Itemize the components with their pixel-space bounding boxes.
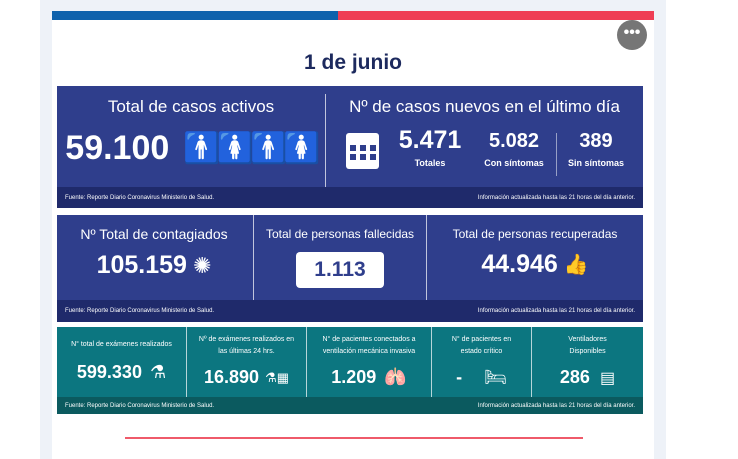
virus-icon: ✺ (192, 252, 212, 278)
flask-icon: ⚗ (149, 362, 167, 382)
updated-text: Información actualizada hasta las 21 hor… (477, 194, 635, 201)
ellipsis-icon: ••• (623, 24, 641, 41)
calendar-icon (346, 133, 379, 169)
exams-24h-value: 16.890 (204, 367, 260, 387)
panel-footer: Fuente: Reporte Diario Coronavirus Minis… (57, 300, 643, 322)
ventilators-value: 286 (559, 367, 590, 387)
panel-footer: Fuente: Reporte Diario Coronavirus Minis… (57, 397, 643, 414)
totals-panel: Nº Total de contagiados 105.159 ✺ Total d… (57, 215, 643, 322)
updated-text: Información actualizada hasta las 21 hor… (477, 308, 635, 314)
deaths-label: Total de personas fallecidas (265, 227, 415, 241)
critical-label: N° de pacientes en estado crítico (451, 336, 512, 355)
tests-panel: N° total de exámenes realizados 599.330 ⚗ … (57, 327, 643, 414)
ventilator-icon: ▤ (599, 369, 616, 387)
source-text: Fuente: Reporte Diario Coronavirus Minis… (65, 194, 215, 201)
symptomatic-label: Con síntomas (484, 158, 544, 168)
recovered-label: Total de personas recuperadas (452, 227, 618, 241)
new-cases-total: 5.471 (398, 126, 462, 154)
deaths-value: 1.113 (296, 252, 384, 288)
panel-footer: Fuente: Reporte Diario Coronavirus Minis… (57, 187, 643, 208)
people-icon: 🚹🚺🚹🚺 (183, 132, 320, 165)
source-text: Fuente: Reporte Diario Coronavirus Minis… (65, 308, 215, 314)
lungs-icon: 🫁 (384, 367, 407, 387)
infected-value: 105.159 (96, 251, 187, 279)
more-options-button[interactable]: ••• (617, 20, 647, 50)
active-cases-panel: Total de casos activos 59.100 🚹🚺🚹🚺 Nº de… (57, 86, 643, 208)
flask-calendar-icon: ⚗▦ (265, 369, 289, 385)
exams-total-label: N° total de exámenes realizados (71, 341, 172, 348)
asymptomatic-label: Sin síntomas (567, 158, 624, 168)
ventilators-label: Ventiladores Disponibles (568, 336, 607, 355)
red-stripe (338, 11, 654, 20)
active-cases-value: 59.100 (65, 129, 170, 167)
new-cases-label: Nº de casos nuevos en el último día (349, 97, 620, 116)
ventilated-label: N° de pacientes conectados a ventilación… (322, 336, 416, 355)
updated-text: Información actualizada hasta las 21 hor… (477, 402, 635, 409)
source-text: Fuente: Reporte Diario Coronavirus Minis… (65, 402, 215, 409)
exams-24h-label: Nº de exámenes realizados en las últimas… (198, 336, 295, 355)
critical-value: - (456, 367, 463, 387)
total-label: Totales (414, 158, 446, 168)
asymptomatic-value: 389 (579, 130, 613, 152)
exams-total-value: 599.330 (76, 362, 142, 382)
report-date: 1 de junio (303, 51, 402, 74)
hospital-bed-icon: 🛏 (484, 367, 507, 387)
ventilated-value: 1.209 (331, 367, 377, 387)
symptomatic-value: 5.082 (488, 130, 540, 152)
thumbs-up-icon: 👍 (563, 254, 589, 276)
active-cases-label: Total de casos activos (107, 97, 275, 116)
blue-stripe (52, 11, 338, 20)
infected-label: Nº Total de contagiados (80, 226, 228, 242)
recovered-value: 44.946 (481, 250, 558, 278)
divider (125, 437, 583, 439)
